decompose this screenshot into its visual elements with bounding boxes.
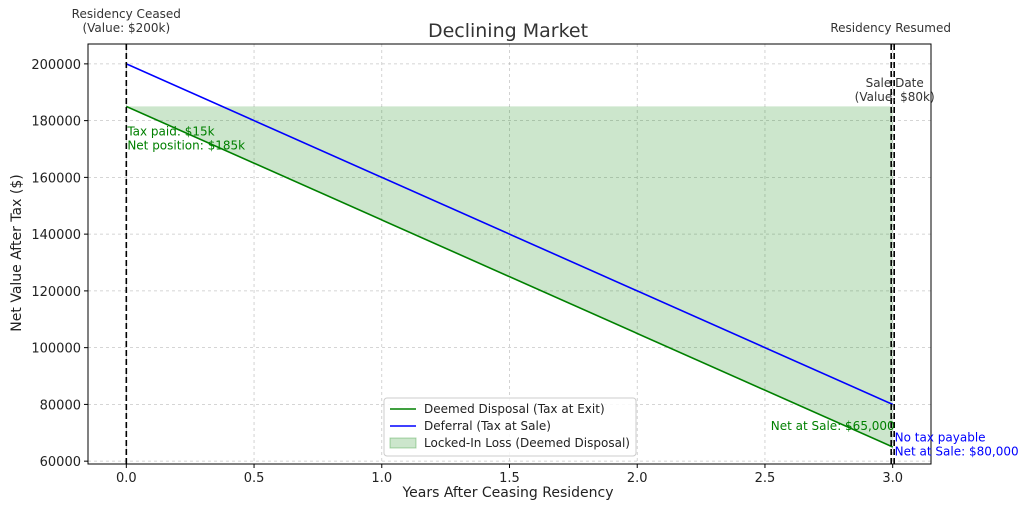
vertical-marker-label-line: Residency Ceased <box>72 7 181 21</box>
annotation-line: Net at Sale: $65,000 <box>771 419 895 433</box>
legend-box <box>383 397 637 457</box>
y-tick-label: 140000 <box>31 228 81 243</box>
lines-layer <box>125 63 894 448</box>
annotation-line: Net at Sale: $80,000 <box>895 444 1019 458</box>
deferral-line <box>125 63 894 406</box>
y-axis-label: Net Value After Tax ($) <box>9 174 25 331</box>
vertical-marker-label-line: (Value: $200k) <box>82 21 170 35</box>
x-tick-label: 1.5 <box>499 471 520 486</box>
y-tick-label: 200000 <box>31 58 81 73</box>
y-tick-label: 60000 <box>40 455 81 470</box>
vertical-marker-label: Residency Ceased (Value: $200k) <box>72 7 181 35</box>
vertical-marker-label: Sale Date (Value: $80k) <box>855 76 935 104</box>
y-tick-label: 180000 <box>31 115 81 130</box>
y-tick-label: 160000 <box>31 171 81 186</box>
vertical-marker-label-line: Residency Resumed <box>830 21 951 35</box>
annotation-text: No tax payable Net at Sale: $80,000 <box>895 430 1019 458</box>
annotation-line: No tax payable <box>895 430 986 444</box>
annotation-text: Tax paid: $15k Net position: $185k <box>126 124 245 152</box>
annotations-layer: Residency Ceased (Value: $200k) Residency … <box>72 7 1019 458</box>
vertical-marker-label: Residency Resumed <box>830 21 951 35</box>
legend-locked-in-loss-label: Locked-In Loss (Deemed Disposal) <box>424 436 630 450</box>
y-tick-label: 120000 <box>31 285 81 300</box>
legend-deemed-disposal-label: Deemed Disposal (Tax at Exit) <box>424 402 605 416</box>
x-tick-label: 1.0 <box>371 471 392 486</box>
y-tick-label: 80000 <box>40 398 81 413</box>
x-axis-label: Years After Ceasing Residency <box>401 485 613 501</box>
x-tick-label: 0.5 <box>244 471 265 486</box>
annotation-line: Net position: $185k <box>127 138 245 152</box>
grid <box>88 44 931 464</box>
vertical-marker-label-line: (Value: $80k) <box>855 90 935 104</box>
vlines-layer <box>125 44 895 464</box>
ticks-layer: 0.0 0.5 1.0 1.5 2.0 2.5 3.0 60000 80000 100000 120… <box>31 58 903 486</box>
vertical-marker-label-line: Sale Date <box>866 76 924 90</box>
x-tick-label: 2.5 <box>755 471 776 486</box>
x-tick-label: 3.0 <box>882 471 903 486</box>
x-tick-label: 2.0 <box>627 471 648 486</box>
legend: Deemed Disposal (Tax at Exit) Deferral (T… <box>383 397 637 457</box>
annotation-line: Tax paid: $15k <box>126 124 214 138</box>
legend-deferral-label: Deferral (Tax at Sale) <box>424 419 551 433</box>
y-tick-label: 100000 <box>31 342 81 357</box>
chart-title: Declining Market <box>428 20 588 42</box>
x-tick-label: 0.0 <box>116 471 137 486</box>
legend-locked-in-loss-swatch <box>389 437 417 449</box>
deemed-disposal-line <box>125 105 894 448</box>
annotation-text: Net at Sale: $65,000 <box>771 419 895 433</box>
